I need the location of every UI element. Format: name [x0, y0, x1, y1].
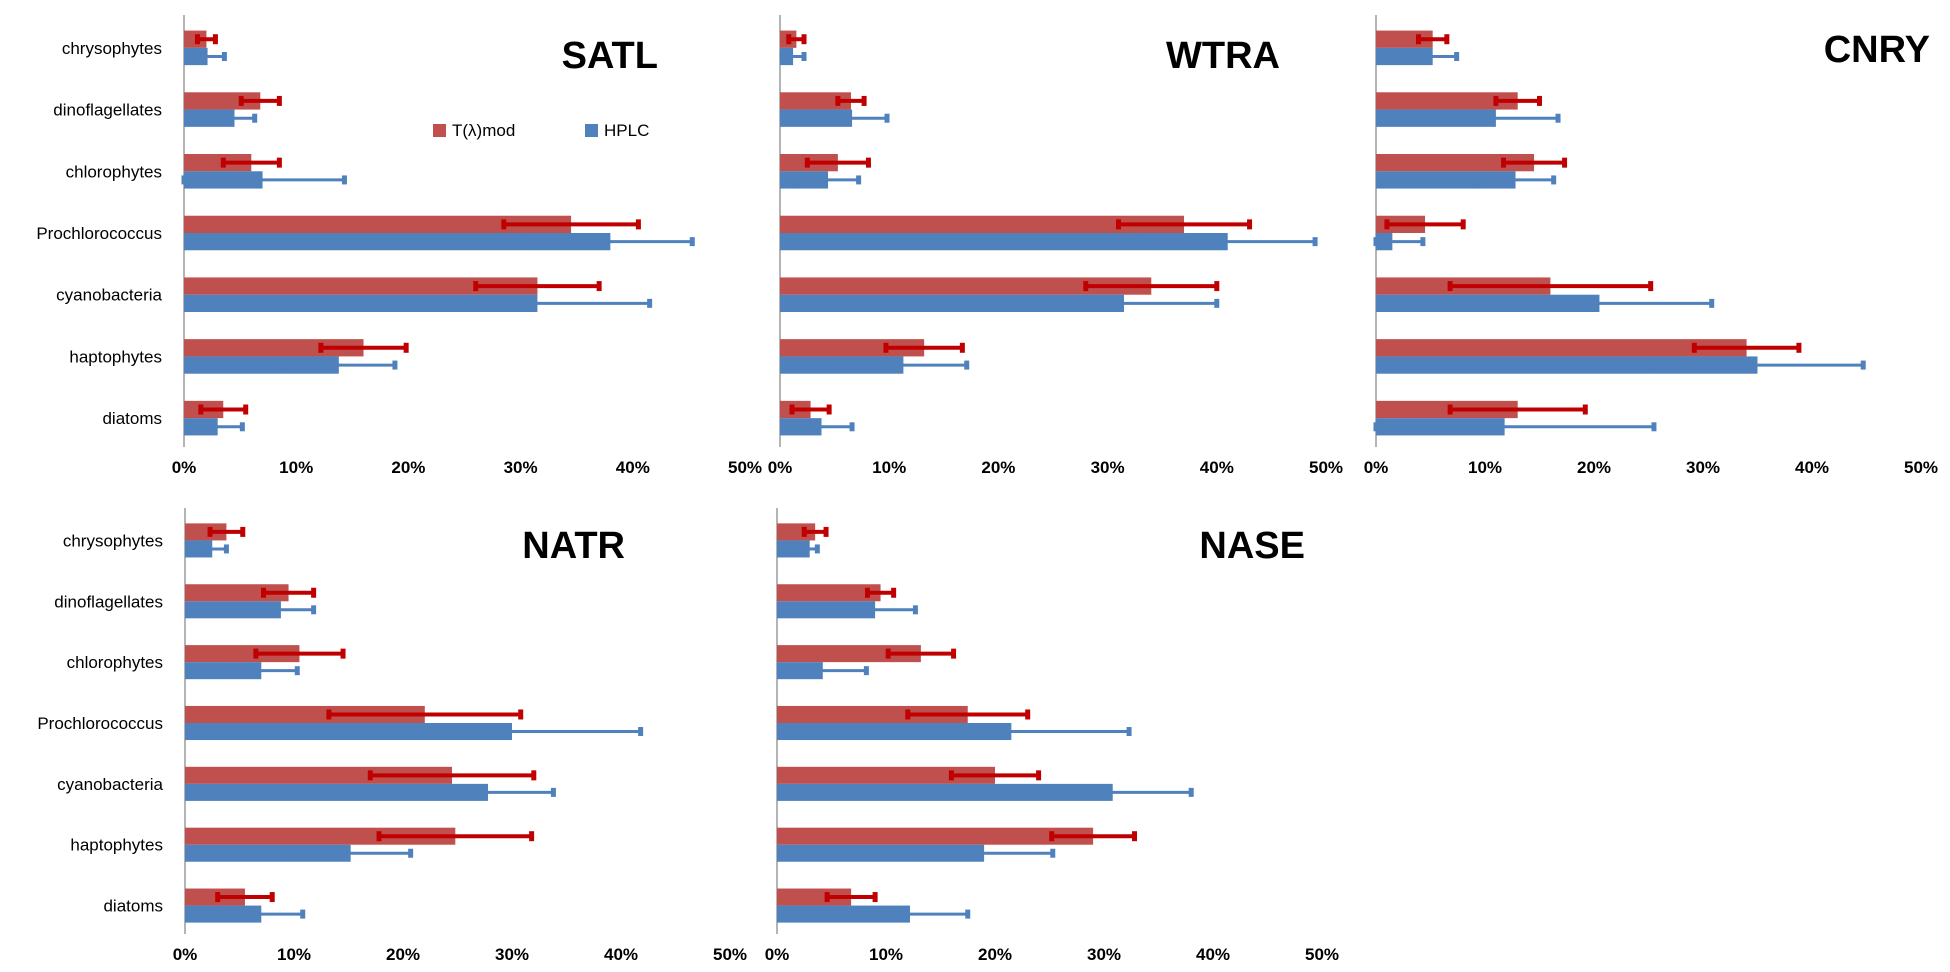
bar-hplc — [777, 905, 910, 923]
bar-tmod — [185, 827, 456, 845]
x-tick-label: 40% — [1200, 458, 1234, 477]
bar-tmod — [185, 645, 300, 663]
x-tick-label: 20% — [1577, 458, 1611, 477]
category-label: dinoflagellates — [54, 592, 163, 611]
bar-hplc — [777, 601, 876, 619]
category-label: diatoms — [103, 897, 163, 916]
x-tick-label: 50% — [1305, 945, 1339, 964]
bar-tmod — [780, 215, 1185, 233]
x-tick-label: 0% — [768, 458, 793, 477]
bar-tmod — [777, 645, 921, 663]
legend: T(λ)mod HPLC — [433, 121, 649, 140]
bar-tmod — [184, 154, 252, 172]
x-tick-label: 30% — [495, 945, 529, 964]
x-tick-label: 30% — [504, 458, 538, 477]
x-tick-label: 0% — [1364, 458, 1389, 477]
x-tick-label: 10% — [869, 945, 903, 964]
bar-tmod — [185, 888, 245, 906]
category-label: haptophytes — [70, 836, 163, 855]
category-label: dinoflagellates — [53, 101, 162, 120]
bar-hplc — [185, 723, 512, 741]
legend-label: HPLC — [604, 121, 649, 140]
x-tick-label: 20% — [386, 945, 420, 964]
bar-tmod — [780, 92, 851, 110]
bar-tmod — [777, 766, 995, 784]
panel-title: NASE — [1199, 525, 1305, 567]
category-label: cyanobacteria — [56, 286, 162, 305]
x-tick-label: 20% — [981, 458, 1015, 477]
x-tick-label: 0% — [173, 945, 198, 964]
x-tick-label: 30% — [1091, 458, 1125, 477]
bar-tmod — [1376, 154, 1535, 172]
bar-tmod — [184, 277, 538, 295]
panel-cnry: CNRY 0% 10% 20% 30% 40% 50% — [1364, 15, 1938, 477]
category-label: diatoms — [102, 409, 162, 428]
bar-tmod — [1376, 92, 1518, 110]
panel-satl: SATL 0% 10% 20% 30% 40% 50% chrysophytes dinofla… — [36, 15, 762, 477]
bar-tmod — [777, 827, 1094, 845]
bar-tmod — [185, 766, 453, 784]
bar-hplc — [780, 294, 1124, 312]
x-tick-label: 30% — [1087, 945, 1121, 964]
x-tick-label: 30% — [1686, 458, 1720, 477]
bar-tmod — [780, 277, 1152, 295]
category-label: chlorophytes — [67, 653, 163, 672]
x-tick-label: 50% — [1904, 458, 1938, 477]
bar-hplc — [185, 783, 489, 801]
panel-nase: NASE 0% 10% 20% 30% 40% 50% — [765, 508, 1339, 964]
category-label: chrysophytes — [63, 531, 163, 550]
category-label: haptophytes — [69, 347, 162, 366]
bar-hplc — [1376, 356, 1758, 374]
panel-title: NATR — [522, 525, 625, 567]
x-tick-label: 10% — [277, 945, 311, 964]
legend-label: T(λ)mod — [452, 121, 515, 140]
panel-title: SATL — [562, 35, 658, 77]
panel-title: CNRY — [1824, 29, 1930, 71]
legend-swatch — [585, 124, 598, 137]
x-tick-label: 0% — [765, 945, 790, 964]
bar-tmod — [1376, 400, 1518, 419]
x-tick-label: 40% — [616, 458, 650, 477]
x-tick-label: 10% — [872, 458, 906, 477]
bar-tmod — [777, 584, 881, 602]
category-label: chlorophytes — [66, 162, 162, 181]
bar-tmod — [184, 215, 572, 233]
panel-title: WTRA — [1166, 35, 1280, 77]
bar-hplc — [184, 233, 611, 251]
bar-hplc — [184, 294, 538, 312]
bar-tmod — [185, 705, 425, 723]
bar-hplc — [185, 601, 281, 619]
bar-hplc — [777, 783, 1113, 801]
bar-hplc — [184, 109, 235, 127]
bar-hplc — [1376, 47, 1433, 66]
bar-hplc — [780, 233, 1228, 251]
bar-tmod — [777, 888, 852, 906]
x-tick-label: 40% — [1196, 945, 1230, 964]
bar-tmod — [777, 705, 968, 723]
panel-wtra: WTRA 0% 10% 20% 30% 40% 50% — [768, 15, 1343, 477]
x-tick-label: 40% — [1795, 458, 1829, 477]
x-tick-label: 50% — [728, 458, 762, 477]
x-tick-label: 50% — [713, 945, 747, 964]
x-tick-label: 40% — [604, 945, 638, 964]
category-label: Prochlorococcus — [37, 714, 163, 733]
bar-hplc — [1376, 171, 1516, 189]
category-label: chrysophytes — [62, 39, 162, 58]
bar-hplc — [184, 356, 339, 374]
category-label: cyanobacteria — [57, 775, 163, 794]
x-tick-label: 20% — [978, 945, 1012, 964]
x-tick-label: 20% — [391, 458, 425, 477]
bar-tmod — [1376, 339, 1747, 357]
panel-natr: NATR 0% 10% 20% 30% 40% 50% chrysophytes dinofla… — [37, 508, 747, 964]
category-label: Prochlorococcus — [36, 224, 162, 243]
x-tick-label: 10% — [279, 458, 313, 477]
legend-swatch — [433, 124, 446, 137]
bar-tmod — [185, 523, 227, 541]
x-tick-label: 50% — [1309, 458, 1343, 477]
x-tick-label: 0% — [172, 458, 197, 477]
x-tick-label: 10% — [1468, 458, 1502, 477]
bar-hplc — [777, 844, 985, 862]
bar-hplc — [185, 844, 351, 862]
